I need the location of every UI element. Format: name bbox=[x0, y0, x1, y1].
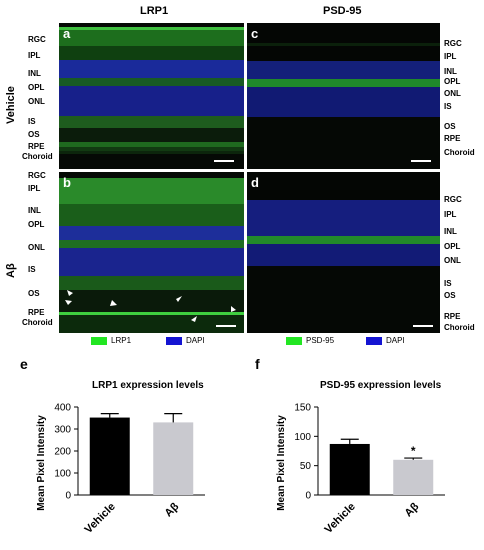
chart-f-significance-marker: * bbox=[411, 444, 416, 458]
layer-label-a-rgc: RGC bbox=[28, 35, 46, 44]
layer-label-c-os: OS bbox=[444, 122, 456, 131]
panel-letter-c: c bbox=[251, 26, 259, 41]
chart-f-y-tick-label: 150 bbox=[294, 403, 311, 414]
layer-label-a-opl: OPL bbox=[28, 83, 45, 92]
chart-f-y-tick-label: 0 bbox=[305, 491, 311, 502]
chart-e-category-label-0: Vehicle bbox=[83, 501, 118, 536]
row-title-abeta: Aβ bbox=[5, 263, 17, 278]
chart-f-bar-0 bbox=[329, 443, 370, 495]
chart-f-y-tick-label: 100 bbox=[294, 432, 311, 443]
chart-e-bar-0 bbox=[89, 417, 130, 495]
chart-e: Mean Pixel Intensity 0 100 200 300 400 Vehicle… bbox=[36, 403, 205, 536]
arrowhead bbox=[65, 300, 72, 305]
chart-title-f: PSD-95 expression levels bbox=[320, 380, 442, 391]
layer-label-a-os: OS bbox=[28, 130, 40, 139]
scale-bar-d bbox=[413, 325, 433, 327]
chart-f-bar-1 bbox=[393, 459, 434, 495]
scale-bar-a bbox=[214, 160, 234, 162]
layer-label-c-rpe: RPE bbox=[444, 134, 461, 143]
layer-label-b-is: IS bbox=[28, 265, 36, 274]
chart-f-category-label-1: Aβ bbox=[403, 500, 422, 519]
chart-title-e: LRP1 expression levels bbox=[92, 380, 204, 391]
panel-letter-d: d bbox=[251, 175, 259, 190]
scale-bar-b bbox=[216, 325, 236, 327]
layer-label-b-os: OS bbox=[28, 289, 40, 298]
layer-label-b-opl: OPL bbox=[28, 220, 45, 229]
layer-label-c-is: IS bbox=[444, 102, 452, 111]
arrowhead bbox=[110, 300, 117, 306]
micrograph-panel-a: a bbox=[59, 23, 244, 169]
chart-letter-e: e bbox=[20, 356, 28, 372]
micrograph-panel-b: b bbox=[59, 172, 244, 333]
chart-f-y-tick-label: 50 bbox=[300, 461, 312, 472]
legend-label-lrp1: LRP1 bbox=[111, 336, 132, 345]
legend-swatch-dapi-right bbox=[366, 337, 382, 345]
chart-e-y-tick-label: 300 bbox=[54, 425, 71, 436]
layer-label-d-onl: ONL bbox=[444, 256, 461, 265]
layer-label-d-is: IS bbox=[444, 279, 452, 288]
chart-e-y-axis-label: Mean Pixel Intensity bbox=[36, 415, 47, 511]
layer-label-c-inl: INL bbox=[444, 67, 457, 76]
chart-e-y-tick-label: 100 bbox=[54, 469, 71, 480]
layer-label-d-ipl: IPL bbox=[444, 210, 457, 219]
layer-label-d-rpe: RPE bbox=[444, 312, 461, 321]
layer-label-c-opl: OPL bbox=[444, 77, 461, 86]
layer-label-d-opl: OPL bbox=[444, 242, 461, 251]
layer-label-d-os: OS bbox=[444, 291, 456, 300]
layer-label-b-onl: ONL bbox=[28, 243, 45, 252]
layer-label-d-choroid: Choroid bbox=[444, 323, 475, 332]
panel-letter-a: a bbox=[63, 26, 71, 41]
micrograph-a-image bbox=[59, 23, 244, 169]
layer-label-b-ipl: IPL bbox=[28, 184, 41, 193]
legend-label-dapi-right: DAPI bbox=[386, 336, 405, 345]
layer-label-a-is: IS bbox=[28, 117, 36, 126]
arrowhead bbox=[176, 296, 182, 302]
legend-label-dapi-left: DAPI bbox=[186, 336, 205, 345]
layer-label-b-rgc: RGC bbox=[28, 171, 46, 180]
layer-label-a-rpe: RPE bbox=[28, 142, 45, 151]
legend-swatch-dapi-left bbox=[166, 337, 182, 345]
layer-label-a-onl: ONL bbox=[28, 97, 45, 106]
micrograph-b-image bbox=[59, 172, 244, 333]
row-title-vehicle: Vehicle bbox=[5, 86, 17, 124]
arrowhead bbox=[67, 290, 73, 296]
arrowheads-b bbox=[65, 290, 236, 322]
chart-e-y-tick-label: 200 bbox=[54, 447, 71, 458]
micrograph-d-image bbox=[247, 172, 440, 333]
panel-letter-b: b bbox=[63, 175, 71, 190]
layer-label-c-onl: ONL bbox=[444, 89, 461, 98]
layer-label-a-inl: INL bbox=[28, 69, 41, 78]
layer-label-c-rgc: RGC bbox=[444, 39, 462, 48]
column-title-lrp1: LRP1 bbox=[140, 5, 169, 17]
legend-swatch-lrp1 bbox=[91, 337, 107, 345]
legend-label-psd95: PSD-95 bbox=[306, 336, 335, 345]
chart-e-y-tick-label: 0 bbox=[65, 491, 71, 502]
column-title-psd95: PSD-95 bbox=[323, 5, 362, 17]
chart-e-y-tick-label: 400 bbox=[54, 403, 71, 414]
legend-swatch-psd95 bbox=[286, 337, 302, 345]
chart-f-y-axis-label: Mean Pixel Intensity bbox=[276, 415, 287, 511]
layer-label-a-choroid: Choroid bbox=[22, 152, 53, 161]
layer-label-b-choroid: Choroid bbox=[22, 318, 53, 327]
layer-label-c-choroid: Choroid bbox=[444, 148, 475, 157]
chart-e-category-label-1: Aβ bbox=[163, 500, 182, 519]
micrograph-c-image bbox=[247, 23, 440, 169]
layer-label-d-rgc: RGC bbox=[444, 195, 462, 204]
chart-f-category-label-0: Vehicle bbox=[323, 501, 358, 536]
chart-e-bar-1 bbox=[153, 422, 194, 495]
layer-label-d-inl: INL bbox=[444, 227, 457, 236]
micrograph-panel-d: d bbox=[247, 172, 440, 333]
micrograph-panel-c: c bbox=[247, 23, 440, 169]
layer-label-c-ipl: IPL bbox=[444, 52, 457, 61]
layer-label-b-rpe: RPE bbox=[28, 308, 45, 317]
chart-f: Mean Pixel Intensity 0 50 100 150 Vehicle Aβ * bbox=[276, 403, 445, 536]
chart-letter-f: f bbox=[255, 356, 260, 372]
arrowhead bbox=[231, 306, 236, 312]
layer-label-a-ipl: IPL bbox=[28, 51, 41, 60]
arrowhead bbox=[191, 316, 197, 322]
scale-bar-c bbox=[411, 160, 431, 162]
layer-label-b-inl: INL bbox=[28, 206, 41, 215]
